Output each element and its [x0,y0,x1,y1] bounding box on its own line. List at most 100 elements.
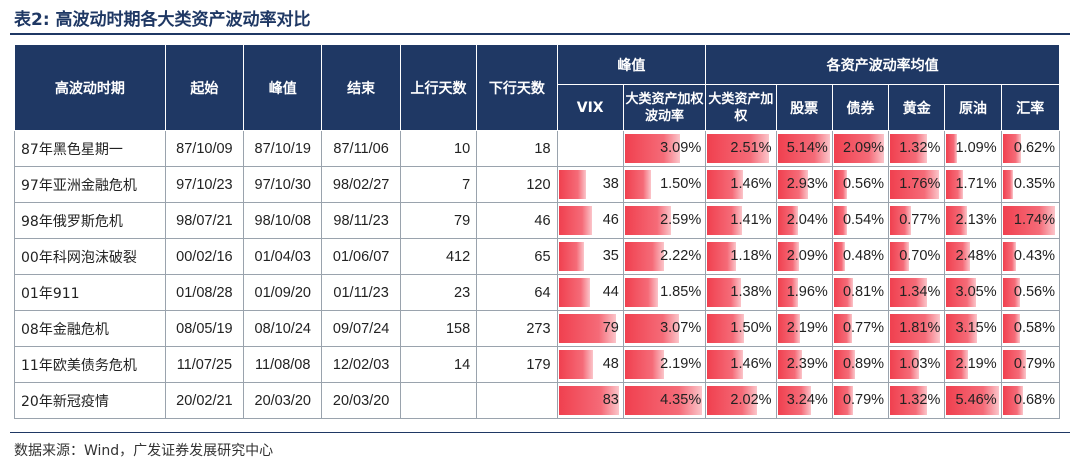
header-stock: 股票 [775,84,833,131]
end-date-cell: 98/02/27 [321,166,401,203]
bond-value: 2.09% [842,140,885,156]
bond-value: 0.77% [842,320,885,336]
oil-cell: 2.19% [944,346,1002,383]
oil-value: 2.13% [955,212,997,228]
down-days-cell: 46 [476,202,558,239]
stock-value: 2.19% [786,320,828,336]
aw-cell: 2.02% [705,382,777,419]
header-asset-weighted-avg: 大类资产加权 [705,84,777,131]
stock-cell: 3.24% [775,382,833,419]
stock-value: 2.09% [786,248,828,264]
vix-cell: 35 [556,238,624,275]
up-days-cell: 7 [399,166,478,203]
oil-value: 1.09% [955,140,997,156]
oil-cell: 2.48% [944,238,1002,275]
bond-databar [833,350,856,379]
start-date-cell: 00/02/16 [164,238,245,275]
fx-value: 1.74% [1013,212,1055,228]
period-name-cell: 08年金融危机 [14,310,166,347]
gold-value: 1.03% [899,356,941,372]
fx-cell: 0.79% [1000,346,1061,383]
stock-cell: 2.09% [775,238,833,275]
fx-value: 0.56% [1013,284,1055,300]
gold-value: 1.81% [899,320,941,336]
header-end: 结束 [321,44,401,131]
pw-cell: 2.22% [622,238,707,275]
down-days-cell [476,382,558,419]
vix-value: 44 [602,284,619,300]
table-row: 20年新冠疫情 20/02/21 20/03/20 20/03/20 83 4.35% 2.… [14,382,1061,419]
bond-cell: 0.54% [831,202,890,239]
pw-databar [624,206,671,235]
oil-cell: 3.15% [944,310,1002,347]
stock-value: 2.39% [786,356,828,372]
gold-databar [890,278,928,307]
oil-databar [946,242,971,271]
bond-value: 0.56% [842,176,885,192]
bond-databar [833,278,854,307]
table-title: 表2: 高波动时期各大类资产波动率对比 [14,10,311,30]
period-name-cell: 11年欧美债务危机 [14,346,166,383]
start-date-cell: 20/02/21 [164,382,245,419]
pw-cell: 2.19% [622,346,707,383]
oil-cell: 1.71% [944,166,1002,203]
start-date-cell: 01/08/28 [164,274,245,311]
up-days-cell: 412 [399,238,478,275]
down-days-cell: 64 [476,274,558,311]
aw-cell: 2.51% [705,130,777,167]
gold-cell: 1.03% [888,346,946,383]
bond-cell: 0.77% [831,310,890,347]
stock-cell: 2.39% [775,346,833,383]
table-row: 08年金融危机 08/05/19 08/10/24 09/07/24 158 273 79 3… [14,310,1061,347]
end-date-cell: 12/02/03 [321,346,401,383]
period-name-cell: 00年科网泡沫破裂 [14,238,166,275]
end-date-cell: 09/07/24 [321,310,401,347]
fx-value: 0.62% [1013,140,1055,156]
period-name-cell: 97年亚洲金融危机 [14,166,166,203]
period-name-cell: 20年新冠疫情 [14,382,166,419]
gold-databar [890,386,927,415]
fx-databar [1002,134,1022,163]
bond-databar [833,242,846,271]
fx-cell: 0.58% [1000,310,1061,347]
stock-databar [777,170,808,199]
aw-databar [707,170,744,199]
pw-cell: 4.35% [622,382,707,419]
gold-cell: 0.77% [888,202,946,239]
up-days-cell: 79 [399,202,478,239]
aw-value: 1.38% [730,284,772,300]
vix-cell: 79 [556,310,624,347]
aw-databar [707,278,742,307]
up-days-cell [399,382,478,419]
fx-cell: 1.74% [1000,202,1061,239]
gold-databar [890,350,919,379]
vix-databar [558,170,587,199]
aw-cell: 1.46% [705,346,777,383]
aw-value: 1.41% [730,212,772,228]
bond-cell: 0.48% [831,238,890,275]
header-peak-group: 峰值 [556,44,707,85]
aw-databar [707,206,743,235]
oil-cell: 2.13% [944,202,1002,239]
vix-value: 38 [602,176,619,192]
header-fx: 汇率 [1000,84,1061,131]
gold-value: 1.32% [899,140,941,156]
start-date-cell: 98/07/21 [164,202,245,239]
gold-value: 1.32% [899,392,941,408]
vix-value: 79 [602,320,619,336]
bond-cell: 0.56% [831,166,890,203]
fx-value: 0.79% [1013,356,1055,372]
header-avg-group: 各资产波动率均值 [705,44,1060,85]
vix-cell: 46 [556,202,624,239]
fx-cell: 0.62% [1000,130,1061,167]
pw-value: 4.35% [660,392,702,408]
header-start: 起始 [164,44,245,131]
pw-databar [624,170,652,199]
gold-databar [890,242,910,271]
oil-value: 2.48% [955,248,997,264]
gold-value: 1.34% [899,284,941,300]
pw-cell: 1.50% [622,166,707,203]
pw-value: 1.50% [660,176,702,192]
down-days-cell: 179 [476,346,558,383]
bottom-rule [10,432,1070,433]
